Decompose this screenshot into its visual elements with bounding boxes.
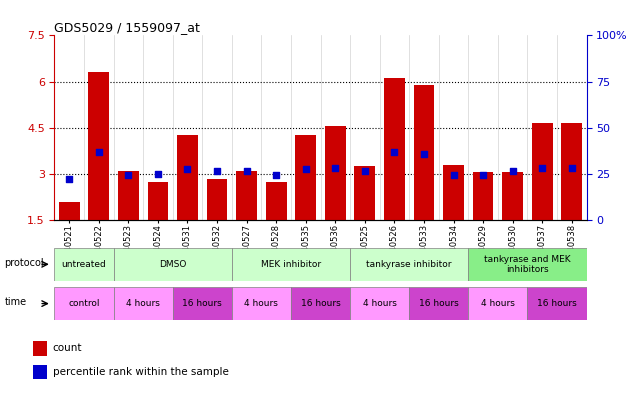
- Point: [153, 171, 163, 177]
- Point: [508, 168, 518, 174]
- Bar: [177, 136, 198, 220]
- Bar: [443, 165, 464, 220]
- Bar: [469, 248, 587, 281]
- Bar: [350, 248, 469, 281]
- Text: DMSO: DMSO: [159, 260, 187, 269]
- Text: time: time: [4, 297, 26, 307]
- Bar: [528, 287, 587, 320]
- Text: GDS5029 / 1559097_at: GDS5029 / 1559097_at: [54, 21, 201, 34]
- Text: 4 hours: 4 hours: [363, 299, 397, 308]
- Bar: [413, 84, 435, 220]
- Point: [64, 175, 74, 182]
- Bar: [291, 287, 350, 320]
- Bar: [469, 287, 528, 320]
- Point: [448, 172, 458, 178]
- Text: 16 hours: 16 hours: [537, 299, 577, 308]
- Bar: [266, 182, 287, 220]
- Point: [330, 165, 340, 171]
- Text: control: control: [69, 299, 100, 308]
- Bar: [296, 136, 316, 220]
- Bar: [113, 287, 172, 320]
- Text: count: count: [53, 343, 82, 353]
- Text: tankyrase and MEK
inhibitors: tankyrase and MEK inhibitors: [484, 255, 570, 274]
- Text: 4 hours: 4 hours: [481, 299, 515, 308]
- Point: [212, 168, 222, 174]
- Point: [389, 149, 399, 156]
- Bar: [503, 173, 523, 220]
- Point: [94, 149, 104, 156]
- Bar: [232, 248, 350, 281]
- Bar: [532, 123, 553, 220]
- Bar: [384, 79, 404, 220]
- Text: MEK inhibitor: MEK inhibitor: [261, 260, 321, 269]
- Bar: [325, 126, 345, 220]
- Bar: [206, 178, 228, 220]
- Text: 4 hours: 4 hours: [126, 299, 160, 308]
- Bar: [237, 171, 257, 220]
- Bar: [33, 341, 47, 356]
- Text: protocol: protocol: [4, 258, 44, 268]
- Bar: [354, 166, 375, 220]
- Bar: [113, 248, 232, 281]
- Bar: [232, 287, 291, 320]
- Bar: [350, 287, 409, 320]
- Bar: [172, 287, 232, 320]
- Bar: [118, 171, 138, 220]
- Bar: [59, 202, 79, 220]
- Point: [537, 165, 547, 171]
- Text: 16 hours: 16 hours: [301, 299, 340, 308]
- Text: 4 hours: 4 hours: [244, 299, 278, 308]
- Text: tankyrase inhibitor: tankyrase inhibitor: [367, 260, 452, 269]
- Point: [567, 165, 577, 171]
- Text: 16 hours: 16 hours: [419, 299, 458, 308]
- Bar: [147, 182, 169, 220]
- Point: [123, 172, 133, 178]
- Bar: [54, 248, 113, 281]
- Point: [301, 166, 311, 173]
- Point: [478, 172, 488, 178]
- Bar: [409, 287, 469, 320]
- Point: [271, 172, 281, 178]
- Bar: [88, 72, 109, 220]
- Text: 16 hours: 16 hours: [183, 299, 222, 308]
- Point: [183, 166, 193, 173]
- Bar: [472, 173, 494, 220]
- Bar: [33, 365, 47, 379]
- Point: [419, 151, 429, 157]
- Text: percentile rank within the sample: percentile rank within the sample: [53, 367, 228, 377]
- Bar: [562, 123, 582, 220]
- Point: [242, 168, 252, 174]
- Point: [360, 168, 370, 174]
- Text: untreated: untreated: [62, 260, 106, 269]
- Bar: [54, 287, 113, 320]
